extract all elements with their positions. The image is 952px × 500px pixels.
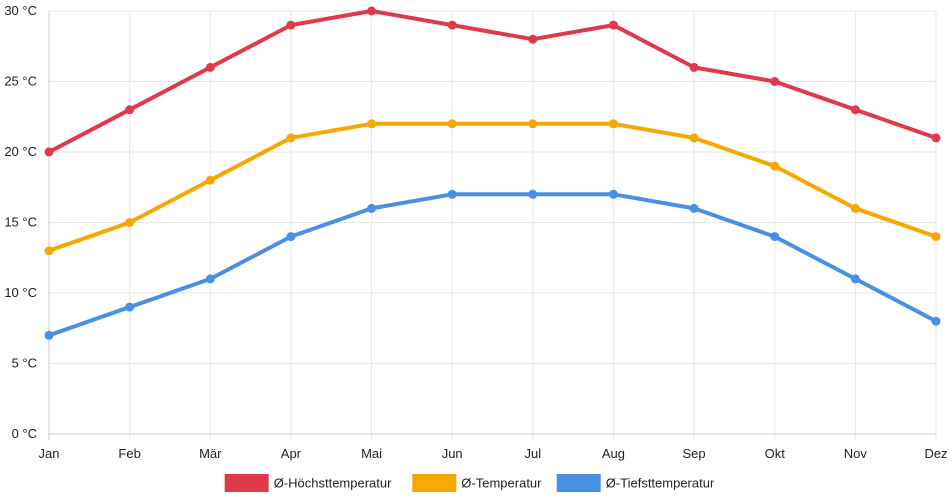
data-point[interactable] [125, 218, 135, 227]
x-tick-label: Sep [683, 446, 706, 461]
data-point[interactable] [770, 232, 780, 242]
data-point[interactable] [286, 232, 296, 242]
x-tick-label: Mär [199, 446, 222, 461]
data-point[interactable] [367, 6, 377, 16]
x-tick-label: Jul [525, 446, 542, 461]
legend-label: Ø-Temperatur [461, 476, 542, 491]
legend-swatch [556, 474, 601, 492]
y-tick-label: 5 °C [12, 356, 37, 371]
grid [48, 10, 937, 440]
data-point[interactable] [205, 175, 215, 185]
data-point[interactable] [44, 330, 54, 340]
legend-item[interactable]: Ø-Tiefsttemperatur [556, 474, 715, 492]
x-tick-label: Aug [602, 446, 625, 461]
series-line [47, 192, 938, 338]
x-tick-label: Apr [281, 446, 302, 461]
legend-label: Ø-Höchsttemperatur [274, 476, 392, 491]
data-point[interactable] [447, 189, 457, 199]
data-point[interactable] [447, 20, 457, 30]
legend-label: Ø-Tiefsttemperatur [606, 476, 715, 491]
y-tick-label: 25 °C [4, 74, 37, 89]
data-point[interactable] [770, 77, 780, 86]
data-point[interactable] [125, 302, 135, 312]
axes: 0 °C 5 °C 10 °C 15 °C 20 °C 25 °C 30 °C Jan Feb M… [4, 3, 947, 461]
data-point[interactable] [286, 20, 296, 30]
y-tick-label: 10 °C [4, 285, 37, 300]
legend-swatch [412, 474, 457, 492]
data-point[interactable] [689, 62, 699, 72]
data-point[interactable] [205, 62, 215, 72]
data-point[interactable] [367, 203, 377, 213]
data-point[interactable] [689, 203, 699, 213]
y-tick-label: 15 °C [4, 215, 37, 230]
legend-item[interactable]: Ø-Höchsttemperatur [224, 474, 392, 492]
data-point[interactable] [125, 105, 135, 115]
x-tick-label: Okt [765, 446, 786, 461]
x-tick-label: Jan [39, 446, 60, 461]
data-point[interactable] [44, 147, 54, 157]
data-point[interactable] [689, 133, 699, 143]
data-point[interactable] [850, 105, 860, 115]
series-line [47, 9, 938, 154]
x-tick-label: Mai [361, 446, 382, 461]
x-tick-label: Feb [118, 446, 140, 461]
data-point[interactable] [447, 119, 457, 129]
y-tick-label: 20 °C [4, 144, 37, 159]
legend-swatch [224, 474, 269, 492]
data-point[interactable] [608, 20, 618, 30]
data-point[interactable] [205, 274, 215, 284]
data-point[interactable] [931, 232, 941, 242]
data-point[interactable] [850, 203, 860, 213]
data-point[interactable] [931, 316, 941, 326]
data-point[interactable] [44, 246, 54, 256]
series-line [47, 121, 938, 253]
y-tick-label: 30 °C [4, 3, 37, 18]
legend-item[interactable]: Ø-Temperatur [412, 474, 542, 492]
y-tick-label: 0 °C [12, 426, 37, 441]
data-point[interactable] [367, 119, 377, 129]
x-tick-label: Nov [844, 446, 868, 461]
x-tick-label: Dez [924, 446, 947, 461]
data-point[interactable] [608, 189, 618, 199]
data-point[interactable] [770, 161, 780, 171]
data-point[interactable] [850, 274, 860, 284]
data-point[interactable] [528, 119, 538, 129]
data-point[interactable] [931, 133, 941, 143]
data-point[interactable] [528, 34, 538, 44]
data-point[interactable] [528, 189, 538, 199]
legend: Ø-Höchsttemperatur Ø-Temperatur Ø-Tiefstte… [224, 474, 715, 492]
x-tick-label: Jun [442, 446, 463, 461]
data-point[interactable] [608, 119, 618, 129]
series [44, 6, 941, 340]
data-point[interactable] [286, 133, 296, 143]
